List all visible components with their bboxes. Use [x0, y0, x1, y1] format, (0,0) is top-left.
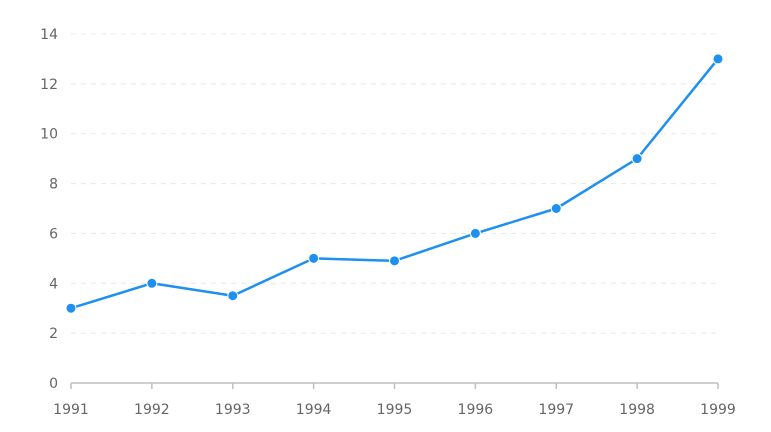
x-tick-label: 1991 [53, 402, 89, 418]
x-tick-label: 1995 [377, 402, 413, 418]
data-point-1999[interactable] [712, 53, 724, 65]
gridlines [71, 33, 718, 334]
y-tick-label: 0 [49, 376, 58, 392]
axes: 0 2 4 6 8 10 12 14 1991 1992 1993 1994 1995 1996 1997 1… [40, 27, 736, 418]
data-point-1991[interactable] [65, 302, 77, 314]
x-tick-label: 1992 [134, 402, 170, 418]
y-tick-label: 10 [40, 127, 58, 143]
data-point-1997[interactable] [550, 203, 562, 214]
series-layer [65, 53, 724, 314]
x-tick-label: 1997 [538, 402, 574, 418]
data-point-1995[interactable] [389, 255, 400, 267]
y-tick-label: 2 [49, 326, 58, 342]
x-tick-label: 1994 [296, 402, 332, 418]
y-tick-label: 12 [40, 77, 58, 93]
x-tick-label: 1993 [215, 402, 251, 418]
x-tick-label: 1999 [700, 402, 736, 418]
x-tick-label: 1998 [619, 402, 655, 418]
y-tick-label: 6 [49, 226, 58, 242]
data-point-1992[interactable] [146, 277, 158, 289]
y-tick-label: 14 [40, 27, 58, 43]
y-tick-label: 4 [49, 276, 58, 292]
data-point-1996[interactable] [469, 227, 481, 239]
y-tick-label: 8 [49, 177, 58, 193]
x-tick-label: 1996 [458, 402, 494, 418]
data-point-1993[interactable] [227, 290, 239, 302]
data-point-1994[interactable] [308, 252, 320, 264]
data-point-1998[interactable] [631, 153, 643, 165]
